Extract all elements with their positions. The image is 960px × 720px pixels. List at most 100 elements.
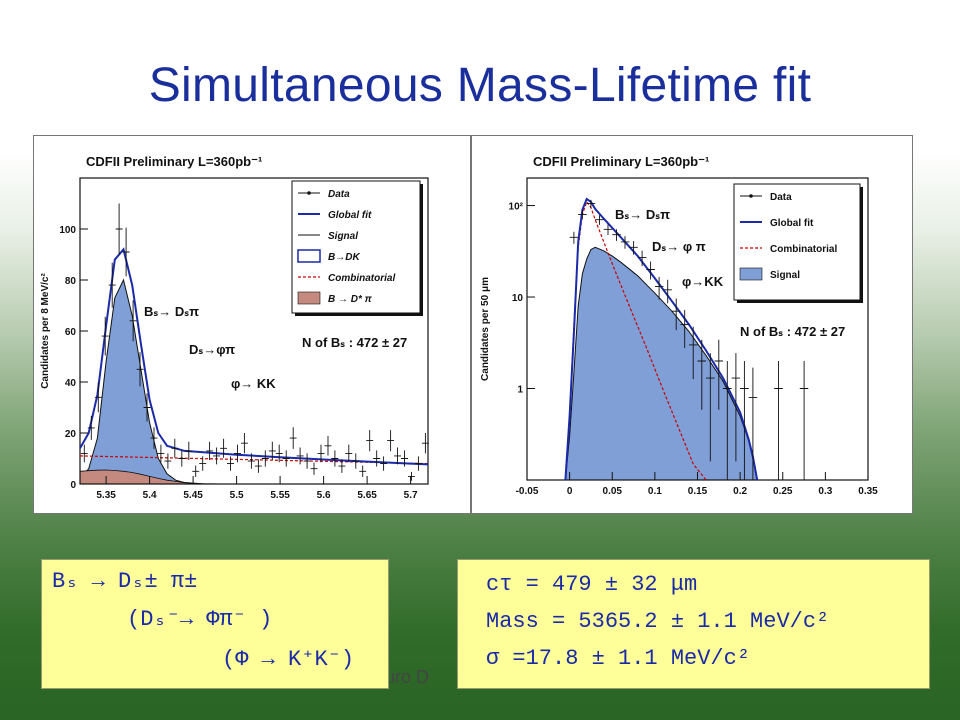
data-point xyxy=(94,382,102,413)
x-tick-label: 0 xyxy=(567,486,573,497)
data-point xyxy=(373,450,381,467)
data-point xyxy=(227,456,234,471)
x-tick-label: 0.2 xyxy=(733,486,747,497)
data-point xyxy=(115,203,123,255)
data-point xyxy=(748,367,758,480)
x-tick-label: 5.6 xyxy=(317,490,331,501)
plot-title: CDFII Preliminary L=360pb⁻¹ xyxy=(86,154,262,169)
data-point xyxy=(213,447,221,465)
x-tick-label: 5.4 xyxy=(143,490,157,501)
x-tick-label: 0.15 xyxy=(688,486,708,497)
y-tick-label: 10 xyxy=(512,293,524,304)
data-point xyxy=(799,361,809,480)
data-point xyxy=(338,459,346,473)
data-point xyxy=(87,415,95,440)
legend-key xyxy=(297,291,321,305)
decay-line-2: (Dₛ⁻→ Φπ⁻ ) xyxy=(127,607,273,632)
result-sigma: σ =17.8 ± 1.1 MeV/c² xyxy=(486,646,751,671)
data-point xyxy=(637,250,647,267)
data-point xyxy=(663,279,672,304)
legend-key xyxy=(307,191,311,195)
data-point xyxy=(401,450,408,467)
data-point xyxy=(178,450,186,467)
data-point xyxy=(171,438,179,458)
data-point xyxy=(345,444,353,463)
legend-label: Global fit xyxy=(770,218,814,229)
data-point xyxy=(352,453,360,469)
data-point xyxy=(774,361,783,480)
legend-label: Combinatorial xyxy=(770,244,837,255)
data-point xyxy=(101,316,109,356)
mass-plot: CDFII Preliminary L=360pb⁻¹ Candidates pe… xyxy=(40,154,429,501)
data-point xyxy=(261,450,269,467)
y-tick-label: 1 xyxy=(517,385,523,396)
data-point xyxy=(254,459,262,473)
data-point xyxy=(578,210,587,220)
y-tick-label: 100 xyxy=(59,225,76,236)
data-point xyxy=(421,433,429,454)
data-point xyxy=(275,444,283,463)
data-point xyxy=(164,453,172,469)
mass-plot-panel: CDFII Preliminary L=360pb⁻¹ Candidates pe… xyxy=(33,135,471,514)
data-point xyxy=(689,326,698,380)
plot-annotation: φ→KK xyxy=(682,274,724,289)
data-point xyxy=(387,430,395,452)
plot-annotation: N of Bₛ : 472 ± 27 xyxy=(740,324,845,339)
data-point xyxy=(310,462,318,475)
y-tick-label: 60 xyxy=(65,327,77,338)
data-point xyxy=(654,276,664,300)
data-point xyxy=(143,393,151,422)
legend-label: Data xyxy=(770,192,792,203)
signal-area xyxy=(564,246,758,481)
x-tick-label: 5.55 xyxy=(270,490,290,501)
data-point xyxy=(108,262,116,308)
decay-line-1: Bₛ → Dₛ± π± xyxy=(52,569,198,594)
data-point xyxy=(241,433,248,454)
data-point xyxy=(620,236,630,249)
x-tick-label: 0.3 xyxy=(818,486,832,497)
data-point xyxy=(192,465,200,477)
plot-annotation: Dₛ→ φ π xyxy=(652,239,706,254)
data-point xyxy=(697,339,706,410)
y-axis-label: Candidates per 50 μm xyxy=(480,277,491,381)
data-point xyxy=(324,435,332,456)
data-point xyxy=(80,444,88,463)
data-point xyxy=(136,352,144,387)
data-point xyxy=(569,231,579,244)
legend-box xyxy=(291,180,421,314)
x-tick-label: 5.7 xyxy=(404,490,418,501)
data-point xyxy=(612,229,621,241)
data-point xyxy=(220,438,227,458)
data-point xyxy=(317,444,325,463)
x-tick-label: 0.25 xyxy=(773,486,793,497)
data-point xyxy=(586,199,596,208)
legend-label: Signal xyxy=(328,231,358,242)
legend-box xyxy=(733,183,861,301)
data-point xyxy=(380,456,388,471)
data-point xyxy=(595,215,604,225)
x-tick-label: -0.05 xyxy=(516,486,539,497)
legend-key xyxy=(749,194,753,198)
x-tick-label: 5.45 xyxy=(183,490,203,501)
y-tick-label: 80 xyxy=(65,276,77,287)
legend-key xyxy=(739,267,763,281)
legend-label: Combinatorial xyxy=(328,273,395,284)
fit-results-box: cτ = 479 ± 32 μm Mass = 5365.2 ± 1.1 MeV… xyxy=(457,559,930,689)
data-point xyxy=(629,241,638,255)
result-mass: Mass = 5365.2 ± 1.1 MeV/c² xyxy=(486,609,830,634)
y-tick-label: 40 xyxy=(65,378,77,389)
lifetime-plot: CDFII Preliminary L=360pb⁻¹ Candidates pe… xyxy=(480,154,878,497)
data-point xyxy=(414,456,422,471)
data-point xyxy=(646,261,655,280)
x-tick-label: 5.5 xyxy=(230,490,244,501)
bdstar-area xyxy=(79,469,211,485)
data-point xyxy=(408,471,415,481)
plot-annotation: Dₛ→φπ xyxy=(189,342,235,357)
data-point xyxy=(723,361,732,480)
data-point xyxy=(150,427,158,449)
global-fit-curve xyxy=(79,247,429,466)
data-point xyxy=(234,444,241,463)
slide-title: Simultaneous Mass-Lifetime fit xyxy=(148,59,812,112)
global-fit-curve xyxy=(564,197,759,481)
data-point xyxy=(199,456,207,471)
